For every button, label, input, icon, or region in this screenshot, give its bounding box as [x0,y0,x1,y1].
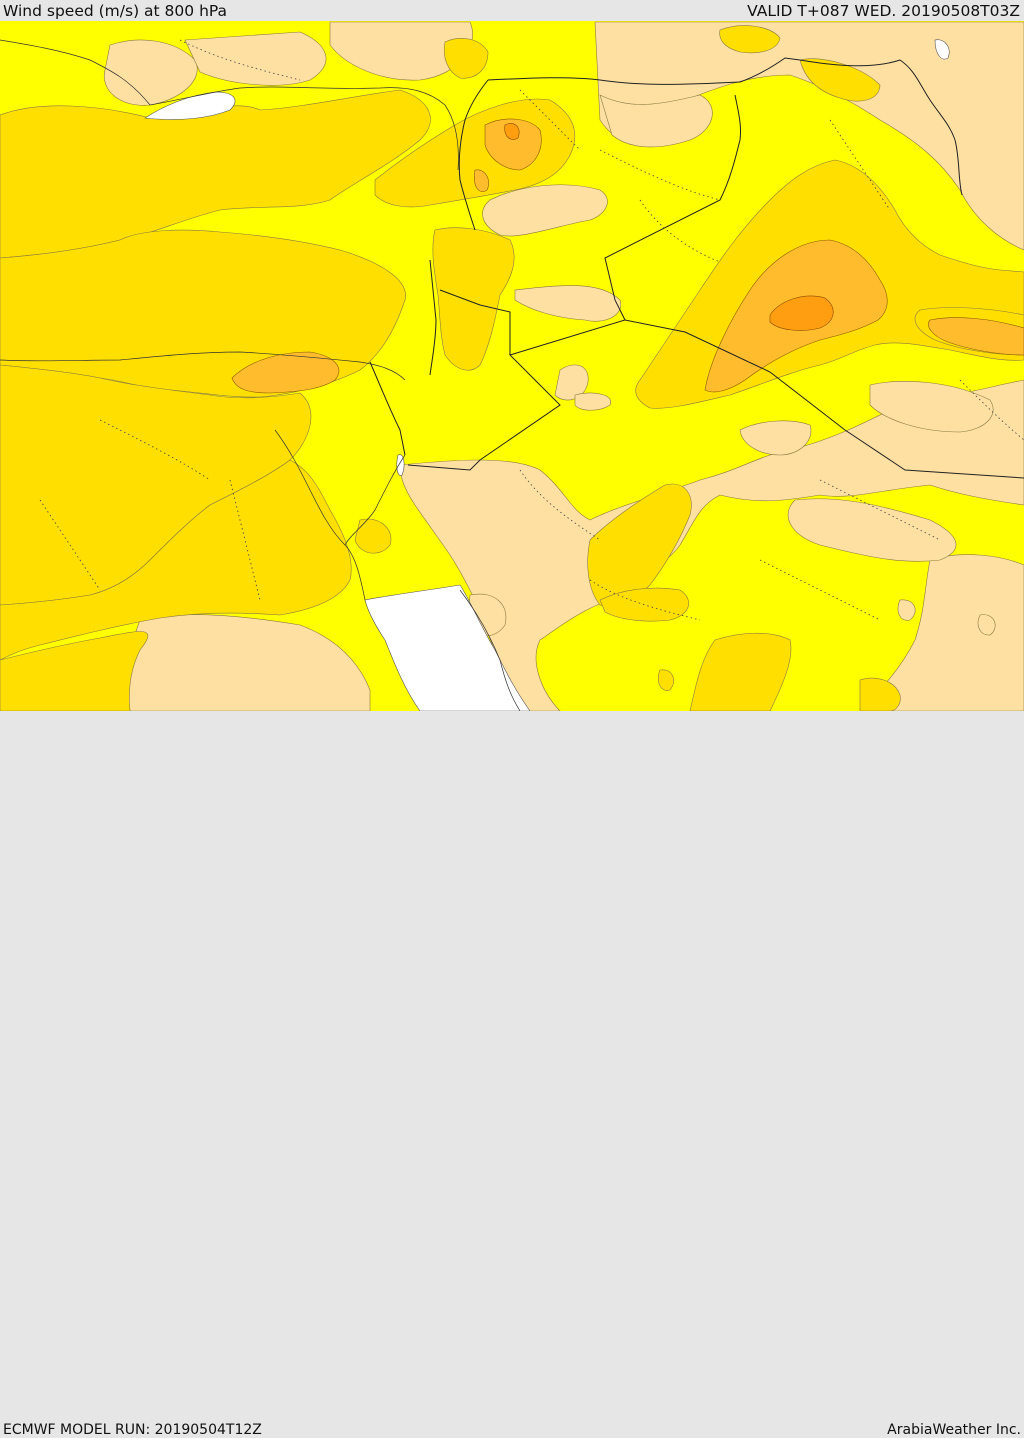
country-borders [369,57,1024,479]
model-run: ECMWF MODEL RUN: 20190504T12Z [3,1422,262,1438]
top-bar: Wind speed (m/s) at 800 hPa VALID T+087 … [0,0,1024,21]
province-boundaries [39,39,1024,621]
coastlines [0,39,521,711]
no-data-areas [144,39,950,711]
valid-time: VALID T+087 WED. 20190508T03Z [747,2,1020,20]
bottom-bar: ECMWF MODEL RUN: 20190504T12Z ArabiaWeat… [0,711,1024,1437]
light-wind-areas [0,21,1024,711]
wind-speed-map [0,21,1024,711]
strongest-wind-areas [504,123,834,331]
brand-credit: ArabiaWeather Inc. [887,1422,1021,1438]
map-title: Wind speed (m/s) at 800 hPa [3,2,228,20]
